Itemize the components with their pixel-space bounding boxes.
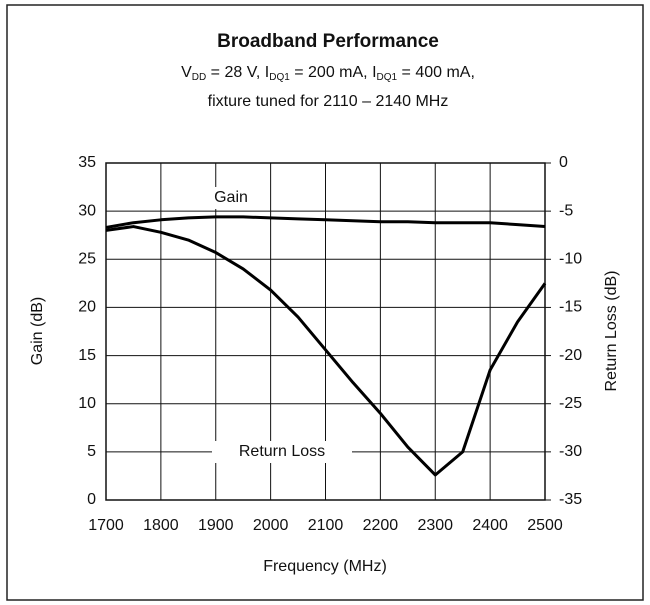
x-tick-label: 2100	[308, 517, 344, 534]
series-label: Gain	[214, 189, 248, 206]
x-tick-label: 1800	[143, 517, 179, 534]
x-tick-label: 2300	[417, 517, 453, 534]
y2-tick-label: 0	[559, 154, 568, 171]
y2-tick-label: -15	[559, 299, 582, 316]
y2-tick-label: -25	[559, 395, 582, 412]
y-tick-label: 20	[78, 299, 96, 316]
y-tick-label: 25	[78, 251, 96, 268]
subtitle-part: = 28 V, I	[206, 64, 269, 81]
y-axis-label: Gain (dB)	[29, 297, 46, 365]
y-tick-label: 15	[78, 347, 96, 364]
y-tick-label: 30	[78, 202, 96, 219]
x-axis-label: Frequency (MHz)	[263, 558, 387, 575]
y-tick-label: 0	[87, 491, 96, 508]
x-tick-label: 1900	[198, 517, 234, 534]
x-tick-label: 2000	[253, 517, 289, 534]
subtitle-part: = 200 mA, I	[290, 64, 377, 81]
x-tick-label: 2400	[472, 517, 508, 534]
y-tick-label: 10	[78, 395, 96, 412]
chart-subtitle: fixture tuned for 2110 – 2140 MHz	[208, 93, 449, 110]
subtitle-part: = 400 mA,	[397, 64, 475, 81]
chart-title: Broadband Performance	[217, 31, 439, 52]
y-tick-label: 5	[87, 443, 96, 460]
y2-tick-label: -20	[559, 347, 582, 364]
series-line	[105, 225, 547, 477]
x-tick-label: 2500	[527, 517, 563, 534]
subtitle-part: DD	[192, 72, 206, 83]
y2-tick-label: -10	[559, 251, 582, 268]
y2-axis-label: Return Loss (dB)	[603, 271, 620, 392]
y2-tick-label: -30	[559, 443, 582, 460]
subtitle-part: DQ1	[377, 72, 398, 83]
plot-frame	[105, 162, 546, 501]
series-line	[105, 215, 546, 229]
y2-tick-label: -5	[559, 202, 573, 219]
x-tick-label: 1700	[88, 517, 124, 534]
subtitle-part: DQ1	[269, 72, 290, 83]
subtitle-part: V	[181, 64, 192, 81]
label-background	[212, 441, 352, 463]
x-tick-label: 2200	[363, 517, 399, 534]
chart-subtitle: VDD = 28 V, IDQ1 = 200 mA, IDQ1 = 400 mA…	[181, 64, 475, 82]
series-label: Return Loss	[239, 443, 325, 460]
label-background	[206, 187, 256, 209]
y2-tick-label: -35	[559, 491, 582, 508]
y-tick-label: 35	[78, 154, 96, 171]
